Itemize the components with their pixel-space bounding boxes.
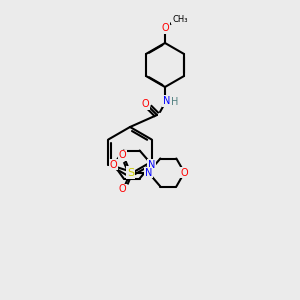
Text: O: O <box>110 160 118 170</box>
Text: O: O <box>118 151 126 160</box>
Text: H: H <box>171 97 179 107</box>
Text: N: N <box>148 160 155 170</box>
Text: N: N <box>145 167 152 178</box>
Text: CH₃: CH₃ <box>172 14 188 23</box>
Text: O: O <box>141 99 149 109</box>
Text: O: O <box>161 23 169 33</box>
Text: N: N <box>163 96 171 106</box>
Text: O: O <box>181 167 188 178</box>
Text: O: O <box>118 184 126 194</box>
Text: N: N <box>145 167 152 178</box>
Text: S: S <box>127 167 134 178</box>
